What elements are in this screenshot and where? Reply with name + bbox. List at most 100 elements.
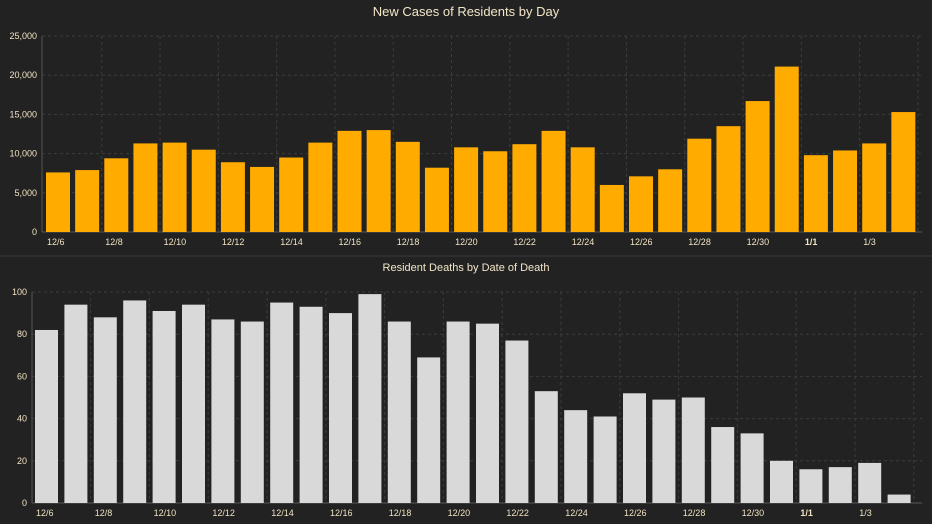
deaths-bar-1-2[interactable] (828, 467, 852, 503)
cases-bar-1-3[interactable] (862, 143, 887, 232)
deaths-bar-12-31[interactable] (770, 460, 793, 503)
deaths-y-tick-label: 40 (17, 414, 27, 424)
cases-bar-12-15[interactable] (308, 142, 333, 232)
cases-x-tick-label: 12/30 (747, 237, 770, 247)
cases-bar-1-4[interactable] (891, 112, 916, 232)
deaths-x-tick-label: 12/30 (742, 508, 765, 518)
deaths-bar-12-29[interactable] (711, 427, 735, 503)
deaths-bar-12-17[interactable] (358, 294, 382, 503)
cases-bar-12-6[interactable] (46, 172, 70, 232)
deaths-bar-12-28[interactable] (681, 397, 705, 504)
deaths-bar-12-30[interactable] (740, 433, 764, 503)
deaths-bar-12-12[interactable] (211, 319, 235, 503)
cases-bar-12-23[interactable] (541, 130, 566, 232)
cases-x-tick-label: 12/16 (339, 237, 362, 247)
deaths-y-tick-label: 60 (17, 371, 27, 381)
deaths-x-tick-label: 1/3 (859, 508, 872, 518)
cases-chart: New Cases of Residents by Day 0 5,000 10,00… (9, 4, 922, 247)
cases-bar-12-7[interactable] (75, 170, 100, 232)
deaths-bar-12-8[interactable] (93, 317, 117, 503)
deaths-x-tick-label: 12/12 (212, 508, 235, 518)
cases-bar-12-19[interactable] (424, 167, 449, 232)
deaths-x-tick-label: 1/1 (800, 508, 813, 518)
cases-bar-12-29[interactable] (716, 126, 741, 232)
deaths-bar-12-24[interactable] (564, 410, 588, 503)
cases-x-tick-label: 1/1 (805, 237, 818, 247)
cases-x-tick-label: 12/8 (105, 237, 123, 247)
cases-x-tick-label: 1/3 (863, 237, 876, 247)
cases-bar-12-25[interactable] (599, 184, 624, 232)
cases-bar-12-16[interactable] (337, 130, 362, 232)
cases-bar-12-26[interactable] (629, 176, 653, 232)
cases-bar-12-9[interactable] (133, 143, 158, 232)
deaths-bar-12-26[interactable] (623, 393, 646, 503)
deaths-bar-12-7[interactable] (64, 304, 88, 503)
deaths-bar-12-10[interactable] (152, 310, 176, 503)
cases-bar-12-22[interactable] (512, 144, 537, 232)
deaths-bar-12-11[interactable] (182, 304, 205, 503)
deaths-bar-12-9[interactable] (123, 300, 147, 503)
deaths-x-tick-label: 12/26 (624, 508, 647, 518)
cases-bar-12-17[interactable] (366, 130, 391, 232)
deaths-y-tick-label: 20 (17, 456, 27, 466)
deaths-x-tick-label: 12/22 (506, 508, 529, 518)
cases-bar-12-8[interactable] (104, 158, 129, 232)
cases-bar-12-28[interactable] (687, 138, 712, 232)
cases-x-tick-label: 12/20 (455, 237, 478, 247)
cases-bar-12-27[interactable] (658, 169, 683, 232)
deaths-bar-12-27[interactable] (652, 399, 676, 503)
cases-bar-1-1[interactable] (803, 155, 828, 232)
cases-bar-1-2[interactable] (833, 150, 858, 232)
cases-y-tick-label: 15,000 (9, 109, 37, 119)
cases-bar-12-13[interactable] (250, 166, 275, 232)
deaths-bar-12-13[interactable] (240, 321, 264, 503)
cases-x-tick-label: 12/22 (513, 237, 536, 247)
cases-bar-12-14[interactable] (279, 157, 304, 232)
deaths-bar-12-14[interactable] (270, 302, 294, 503)
cases-y-tick-label: 20,000 (9, 70, 37, 80)
deaths-chart-title: Resident Deaths by Date of Death (383, 262, 550, 274)
deaths-y-tick-label: 100 (12, 287, 27, 297)
cases-x-tick-label: 12/6 (47, 237, 65, 247)
cases-y-tick-label: 0 (32, 227, 37, 237)
cases-x-tick-label: 12/12 (222, 237, 245, 247)
deaths-bar-12-15[interactable] (299, 306, 323, 503)
deaths-x-tick-label: 12/14 (271, 508, 294, 518)
deaths-y-tick-label: 0 (22, 498, 27, 508)
deaths-bar-1-4[interactable] (887, 494, 911, 503)
cases-bar-12-31[interactable] (774, 66, 799, 233)
cases-bar-12-20[interactable] (454, 147, 479, 232)
deaths-bar-1-1[interactable] (799, 469, 823, 503)
cases-bar-12-11[interactable] (191, 149, 216, 232)
deaths-bar-12-25[interactable] (593, 416, 617, 503)
deaths-x-tick-label: 12/18 (389, 508, 412, 518)
cases-bar-12-30[interactable] (745, 101, 770, 233)
cases-x-tick-label: 12/14 (280, 237, 303, 247)
cases-bar-12-12[interactable] (220, 162, 245, 232)
cases-y-tick-label: 10,000 (9, 149, 37, 159)
deaths-bar-12-6[interactable] (35, 329, 58, 503)
deaths-bar-12-19[interactable] (417, 357, 441, 503)
cases-bar-12-10[interactable] (162, 142, 187, 232)
deaths-bar-12-23[interactable] (534, 391, 558, 503)
deaths-bar-12-16[interactable] (329, 313, 352, 503)
deaths-y-tick-label: 80 (17, 329, 27, 339)
cases-bar-12-21[interactable] (483, 151, 508, 232)
deaths-bar-12-21[interactable] (476, 323, 499, 503)
cases-chart-title: New Cases of Residents by Day (373, 4, 560, 19)
cases-bar-12-18[interactable] (395, 141, 420, 232)
deaths-bar-1-3[interactable] (858, 462, 882, 503)
deaths-x-tick-label: 12/24 (565, 508, 588, 518)
cases-x-tick-label: 12/18 (397, 237, 420, 247)
cases-bar-12-24[interactable] (570, 147, 595, 232)
deaths-x-tick-label: 12/20 (448, 508, 471, 518)
cases-x-tick-label: 12/24 (572, 237, 595, 247)
cases-x-tick-label: 12/10 (164, 237, 187, 247)
cases-x-tick-label: 12/26 (630, 237, 653, 247)
deaths-bar-12-18[interactable] (387, 321, 411, 503)
deaths-bar-12-22[interactable] (505, 340, 529, 503)
deaths-bar-12-20[interactable] (446, 321, 470, 503)
deaths-x-tick-label: 12/6 (36, 508, 54, 518)
